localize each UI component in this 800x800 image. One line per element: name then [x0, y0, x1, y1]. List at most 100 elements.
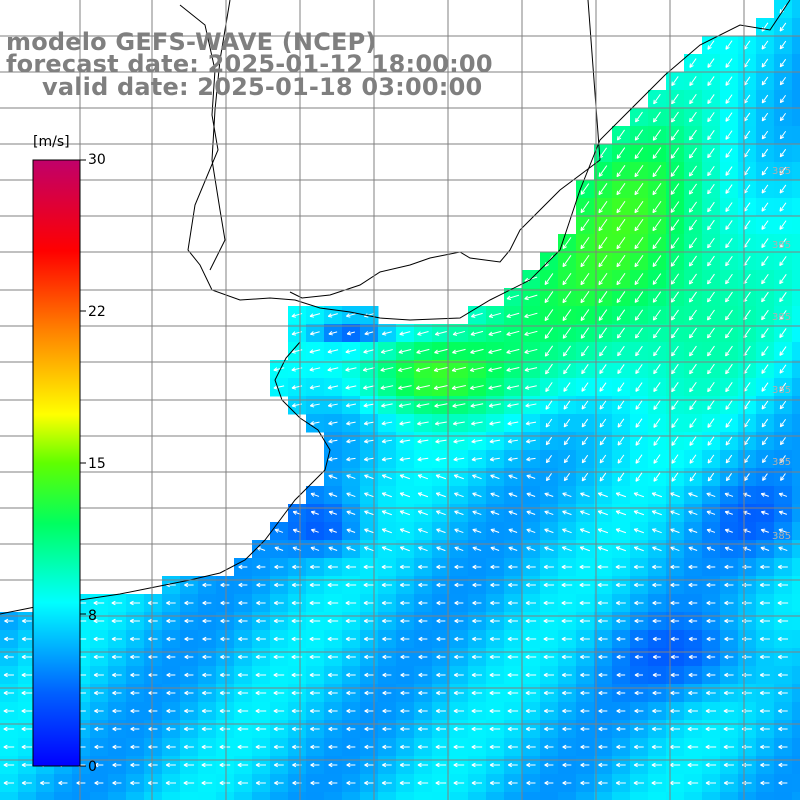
coastline [0, 0, 791, 615]
wind-arrow [526, 456, 536, 462]
wind-arrow [545, 418, 553, 428]
wind-arrow [22, 618, 32, 624]
wind-arrow [761, 418, 769, 428]
wind-cell [792, 0, 800, 19]
wind-arrow [580, 726, 590, 732]
wind-arrow [310, 726, 320, 732]
wind-arrow [21, 636, 32, 642]
wind-arrow [543, 672, 555, 678]
wind-arrow [363, 421, 374, 426]
wind-arrow [580, 780, 590, 786]
wind-arrow [544, 528, 554, 534]
wind-arrow [688, 528, 698, 533]
wind-cell [792, 630, 800, 649]
wind-arrow [598, 762, 608, 768]
wind-arrow [507, 654, 519, 660]
wind-arrow [634, 618, 644, 624]
wind-arrow [599, 472, 607, 482]
wind-arrow [653, 93, 661, 105]
wind-arrow [309, 385, 321, 390]
wind-arrow [598, 254, 608, 268]
wind-arrow [725, 363, 733, 375]
wind-cell [792, 36, 800, 55]
wind-arrow [707, 237, 715, 249]
wind-arrow [597, 564, 609, 570]
wind-arrow [779, 130, 787, 140]
wind-arrow [525, 672, 537, 678]
wind-arrow [184, 654, 194, 660]
wind-arrow [166, 600, 176, 606]
wind-arrow [508, 510, 518, 515]
wind-arrow [563, 382, 571, 392]
wind-arrow [433, 366, 448, 373]
wind-arrow [597, 600, 608, 606]
wind-arrow [451, 385, 466, 390]
wind-cell [792, 414, 800, 433]
wind-arrow [598, 272, 608, 286]
wind-arrow [3, 780, 15, 786]
wind-cell [126, 792, 145, 800]
wind-arrow [399, 528, 410, 534]
wind-cell [684, 792, 703, 800]
wind-arrow [130, 726, 140, 732]
wind-arrow [723, 780, 734, 786]
wind-arrow [563, 454, 571, 464]
wind-arrow [598, 291, 608, 304]
wind-arrow [436, 600, 446, 606]
wind-arrow [219, 762, 231, 768]
wind-arrow [761, 220, 769, 230]
wind-cell [0, 792, 19, 800]
wind-arrow [543, 690, 554, 696]
wind-cell [576, 792, 595, 800]
wind-arrow [417, 726, 428, 732]
wind-arrow [723, 726, 735, 732]
wind-arrow [652, 546, 662, 552]
wind-arrow [399, 492, 411, 498]
wind-arrow [472, 474, 482, 480]
wind-arrow [688, 309, 697, 321]
wind-arrow [454, 492, 464, 498]
wind-arrow [670, 183, 680, 195]
wind-arrow [598, 183, 608, 196]
wind-arrow [707, 201, 715, 213]
wind-arrow [688, 564, 698, 570]
wind-arrow [310, 510, 319, 515]
wind-arrow [273, 762, 284, 768]
wind-arrow [652, 582, 662, 588]
wind-arrow [112, 762, 122, 768]
wind-arrow [688, 690, 698, 696]
grid-label: 385 [772, 457, 791, 468]
wind-arrow [147, 780, 158, 786]
wind-arrow [400, 600, 410, 606]
wind-arrow [506, 294, 520, 301]
wind-arrow [416, 348, 430, 354]
wind-arrow [130, 654, 140, 660]
wind-arrow [599, 382, 607, 392]
wind-arrow [346, 672, 356, 678]
wind-arrow [364, 780, 374, 786]
wind-arrow [472, 492, 482, 498]
wind-arrow [670, 201, 680, 213]
wind-arrow [580, 218, 590, 232]
wind-arrow [544, 345, 554, 357]
wind-arrow [436, 672, 446, 678]
wind-arrow [723, 744, 735, 750]
wind-arrow [689, 345, 697, 357]
wind-arrow [652, 255, 662, 268]
wind-arrow [616, 272, 626, 286]
wind-arrow [633, 546, 644, 552]
wind-arrow [256, 582, 266, 588]
wind-arrow [508, 762, 518, 768]
wind-arrow [202, 618, 212, 624]
wind-arrow [524, 312, 538, 319]
wind-arrow [471, 312, 483, 318]
wind-arrow [201, 708, 212, 714]
wind-arrow [670, 165, 680, 177]
wind-cell [72, 792, 91, 800]
wind-arrow [615, 528, 627, 534]
wind-arrow [707, 400, 715, 411]
wind-arrow [436, 690, 446, 696]
wind-arrow [635, 382, 643, 392]
wind-cell [504, 792, 523, 800]
wind-arrow [725, 148, 733, 158]
